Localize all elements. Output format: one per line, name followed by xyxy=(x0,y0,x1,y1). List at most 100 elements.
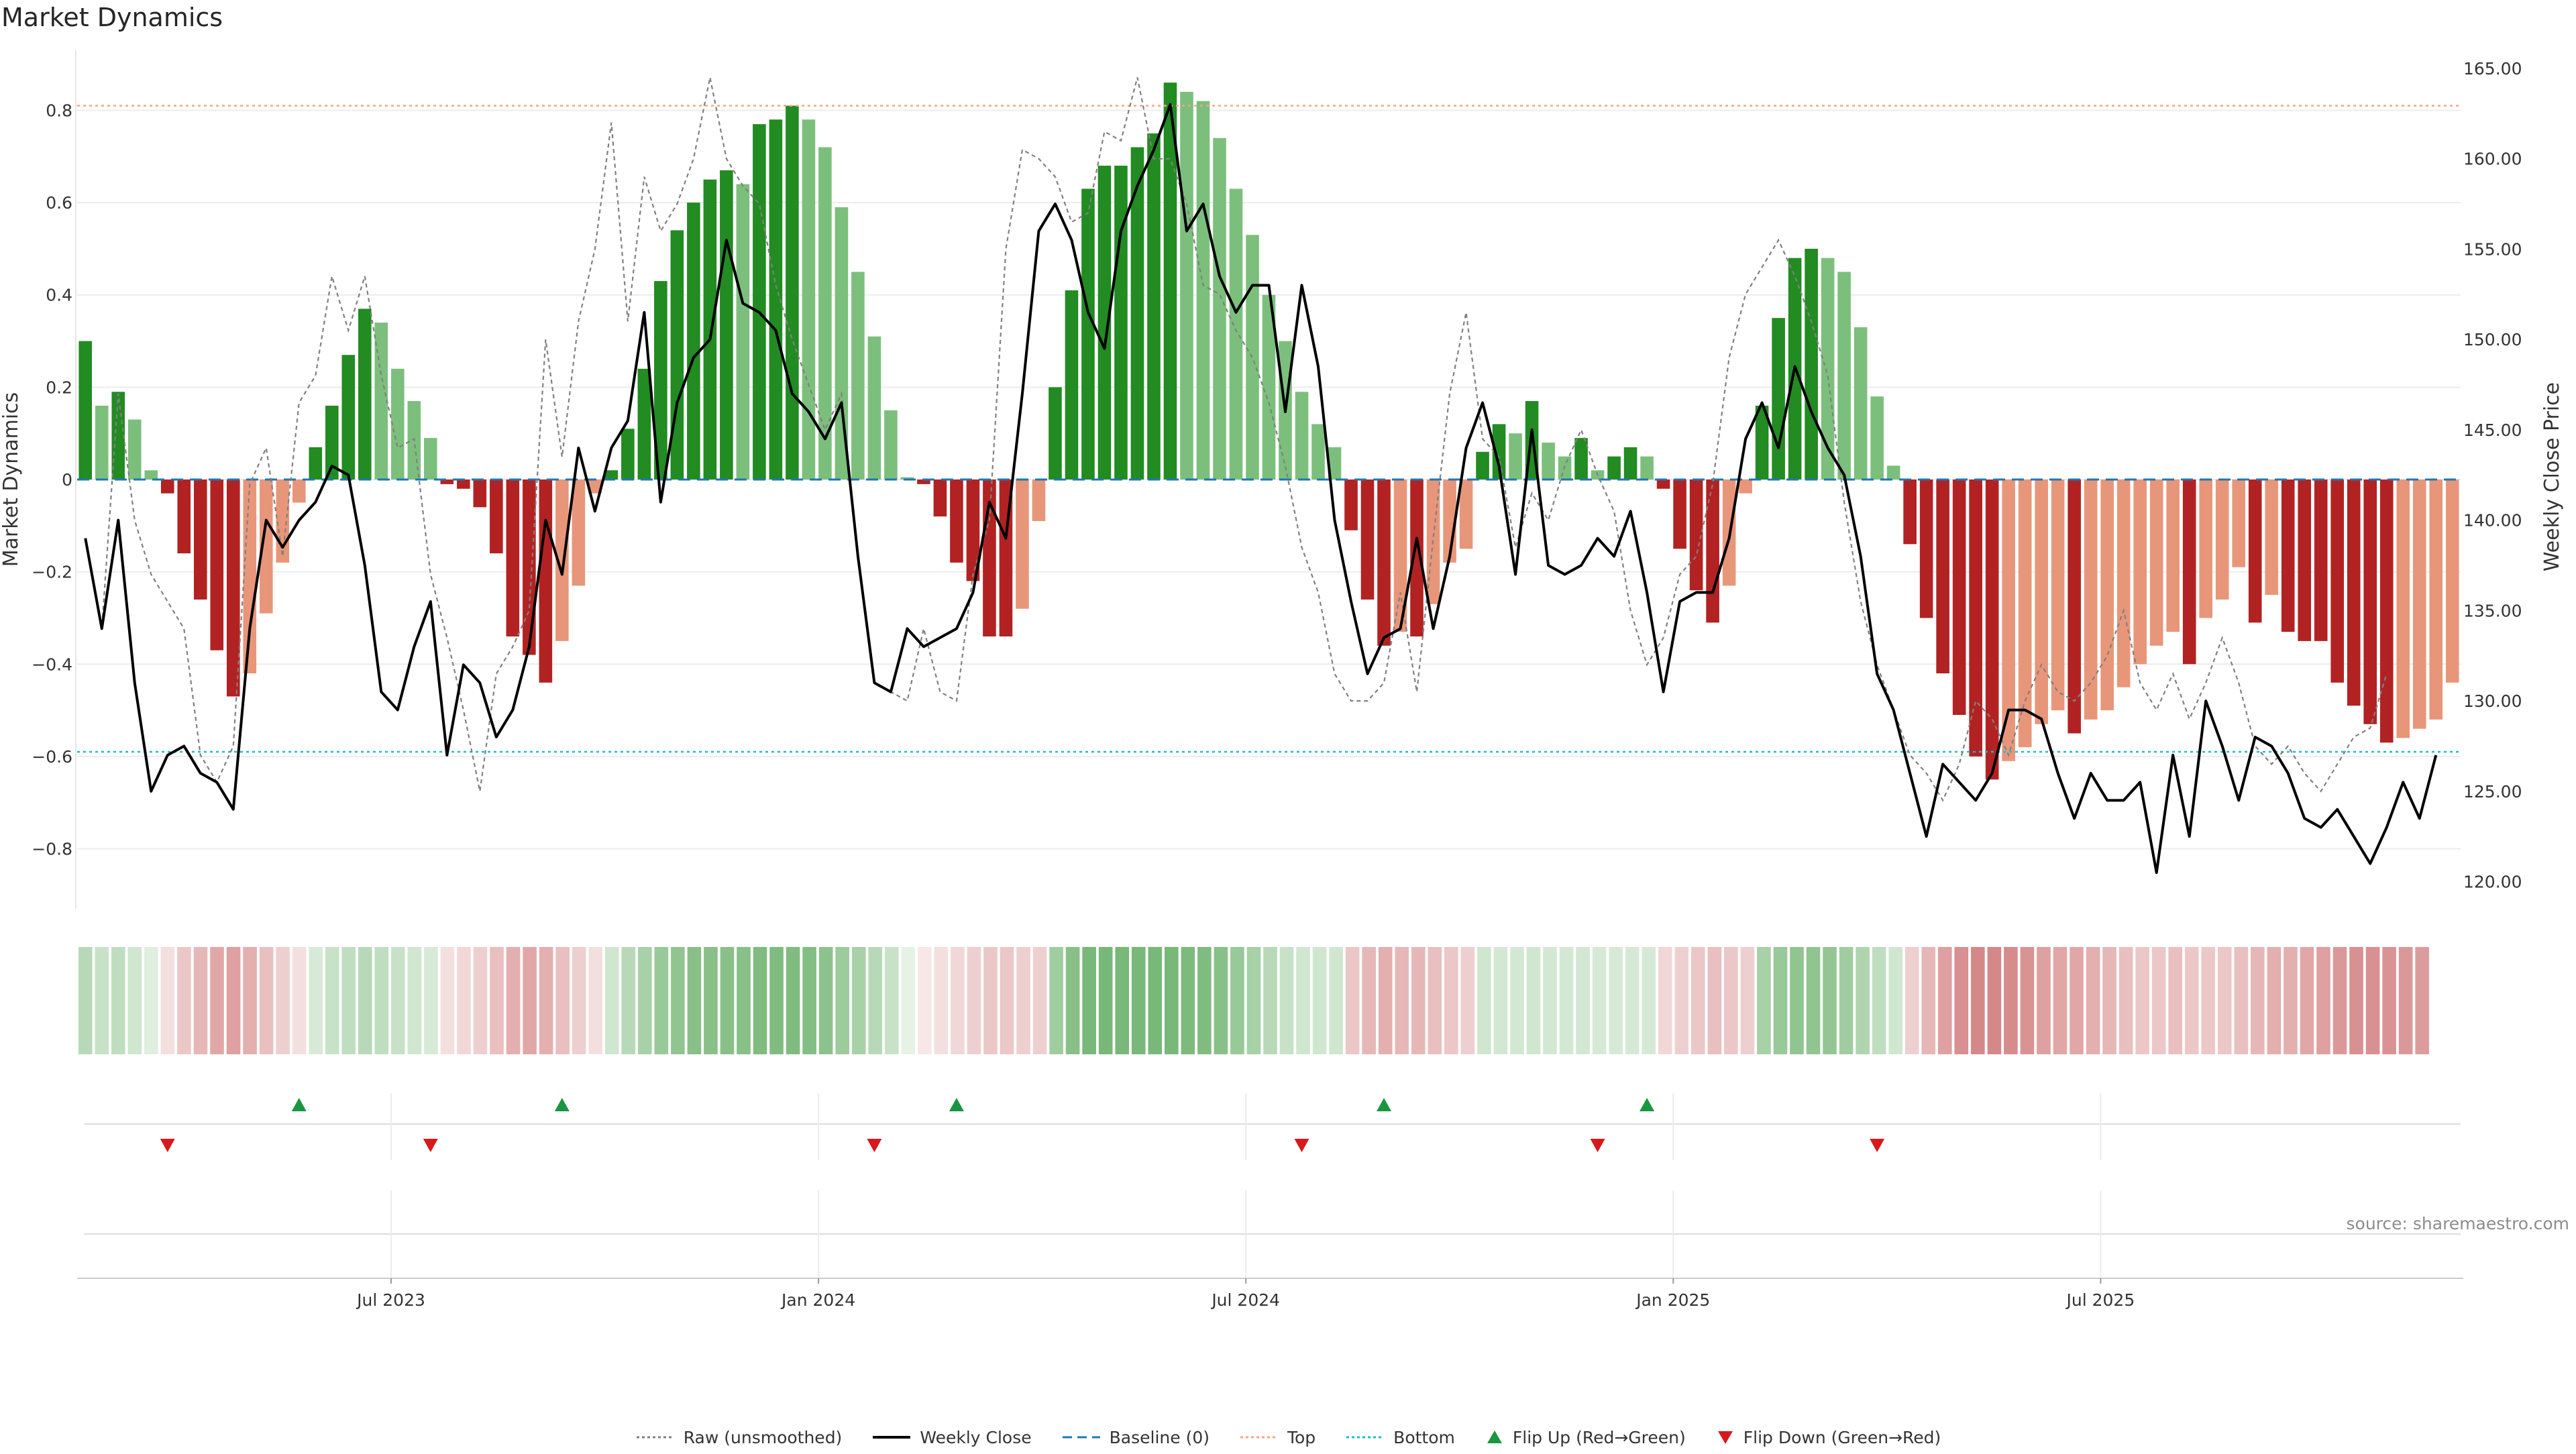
legend-item-top: Top xyxy=(1239,1428,1316,1447)
bar xyxy=(1377,480,1391,646)
dotted-line-icon xyxy=(1240,1436,1278,1439)
bar xyxy=(917,480,930,484)
ribbon-cell xyxy=(1098,947,1113,1054)
y-tick-right: 165.00 xyxy=(2463,59,2522,78)
ribbon-cell xyxy=(309,947,323,1054)
bar xyxy=(292,480,306,503)
flip-down-marker xyxy=(1590,1139,1605,1152)
bar xyxy=(1623,447,1638,480)
bar xyxy=(539,480,553,683)
bar xyxy=(144,470,158,480)
bar xyxy=(786,105,799,480)
ribbon-cell xyxy=(1921,947,1936,1054)
bar xyxy=(226,480,240,697)
bar xyxy=(1509,433,1522,480)
flip-up-marker xyxy=(291,1098,307,1111)
y-tick-left: 0.4 xyxy=(46,286,72,305)
ribbon-cell xyxy=(1904,947,1919,1054)
ribbon-cell xyxy=(588,947,603,1054)
chart-title: Market Dynamics xyxy=(1,3,223,32)
ribbon-cell xyxy=(358,947,372,1054)
bar xyxy=(341,355,356,480)
bar xyxy=(1114,166,1128,480)
y-tick-left: −0.6 xyxy=(32,747,72,767)
ribbon-cell xyxy=(2118,947,2133,1054)
y-tick-left: 0 xyxy=(62,470,72,490)
ribbon-cell xyxy=(2349,947,2363,1054)
bar xyxy=(2363,480,2377,724)
ribbon-cell xyxy=(1000,947,1014,1054)
legend-item-baseline: Baseline (0) xyxy=(1061,1428,1210,1447)
ribbon-cell xyxy=(1477,947,1491,1054)
ribbon-cell xyxy=(1082,947,1096,1054)
ribbon-cell xyxy=(2234,947,2249,1054)
bar xyxy=(1673,480,1686,549)
ribbon-cell xyxy=(1197,947,1212,1054)
ribbon-cell xyxy=(2102,947,2116,1054)
ribbon-cell xyxy=(1296,947,1310,1054)
bar xyxy=(2068,480,2081,734)
bar xyxy=(1393,480,1407,632)
bar xyxy=(1837,272,1851,480)
y-tick-right: 135.00 xyxy=(2463,601,2522,620)
bar xyxy=(687,203,700,480)
ribbon-cell xyxy=(1856,947,1870,1054)
bar xyxy=(621,429,635,480)
bar xyxy=(523,480,536,655)
dashed-line-icon xyxy=(1062,1436,1100,1439)
dynamics-ribbon xyxy=(78,947,2429,1054)
flip-down-marker xyxy=(160,1139,175,1152)
ribbon-cell xyxy=(78,947,93,1054)
ribbon-cell xyxy=(1148,947,1163,1054)
legend-label: Raw (unsmoothed) xyxy=(683,1427,843,1447)
bar xyxy=(1081,188,1095,480)
legend-label: Flip Down (Green→Red) xyxy=(1743,1427,1941,1447)
ribbon-cell xyxy=(1329,947,1343,1054)
ribbon-cell xyxy=(2332,947,2347,1054)
ribbon-cell xyxy=(2365,947,2380,1054)
solid-line-icon xyxy=(873,1436,911,1439)
ribbon-cell xyxy=(1246,947,1261,1054)
dotted-line-icon xyxy=(1346,1436,1385,1439)
flip-down-marker xyxy=(1870,1139,1885,1152)
y-tick-left: 0.6 xyxy=(46,193,72,213)
bar xyxy=(506,480,520,636)
ribbon-cell xyxy=(1444,947,1458,1054)
ribbon-cell xyxy=(259,947,274,1054)
bar xyxy=(1476,451,1489,480)
bar xyxy=(259,480,273,614)
bar xyxy=(2100,480,2114,711)
bar xyxy=(2248,480,2262,623)
flip-down-marker xyxy=(423,1139,438,1152)
bar xyxy=(1574,438,1588,480)
flip-up-marker xyxy=(1377,1098,1392,1111)
ribbon-cell xyxy=(1839,947,1854,1054)
ribbon-cell xyxy=(1016,947,1030,1054)
bar xyxy=(769,119,783,480)
ribbon-cell xyxy=(2382,947,2396,1054)
ribbon-cell xyxy=(1460,947,1475,1054)
ribbon-cell xyxy=(2086,947,2100,1054)
ribbon-cell xyxy=(1230,947,1244,1054)
ribbon-cell xyxy=(1707,947,1722,1054)
bar xyxy=(276,480,290,563)
bar xyxy=(950,480,963,563)
bar xyxy=(1180,91,1193,480)
y-tick-right: 140.00 xyxy=(2463,511,2522,530)
bar xyxy=(1870,396,1884,480)
bar xyxy=(1772,318,1785,480)
source-credit: source: sharemaestro.com xyxy=(2346,1214,2570,1233)
bar xyxy=(1607,456,1621,480)
bar xyxy=(1311,424,1325,480)
y-tick-right: 160.00 xyxy=(2463,150,2522,169)
ribbon-cell xyxy=(1362,947,1376,1054)
ribbon-cell xyxy=(884,947,899,1054)
chart-legend: Raw (unsmoothed) Weekly Close Baseline (0)… xyxy=(0,1420,2576,1454)
ribbon-cell xyxy=(934,947,949,1054)
bar xyxy=(1739,480,1752,494)
ribbon-cell xyxy=(2168,947,2183,1054)
ribbon-cell xyxy=(2037,947,2051,1054)
ribbon-cell xyxy=(2398,947,2413,1054)
ribbon-cell xyxy=(2201,947,2216,1054)
ribbon-cell xyxy=(424,947,438,1054)
